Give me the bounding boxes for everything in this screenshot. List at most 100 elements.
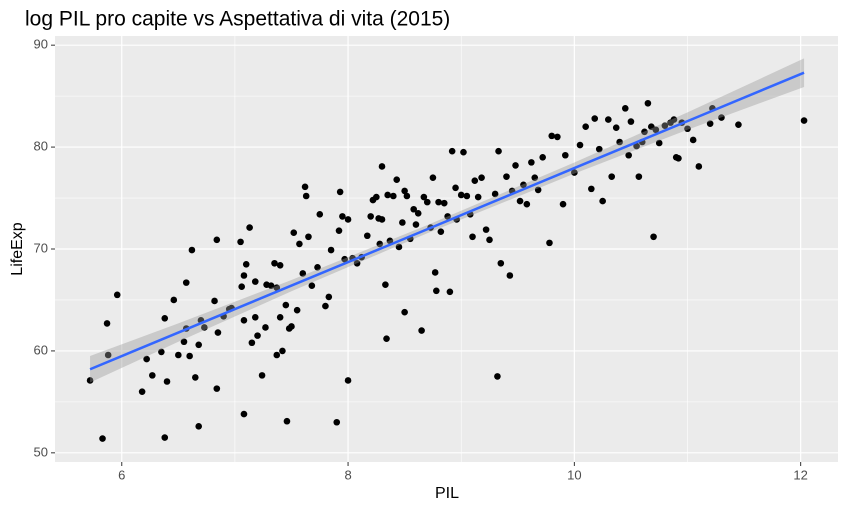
data-point (288, 323, 295, 330)
data-point (523, 200, 531, 208)
data-point (403, 192, 411, 200)
data-point (534, 186, 542, 194)
data-point (182, 279, 190, 286)
data-point (248, 339, 256, 347)
data-point (418, 327, 425, 334)
data-point (316, 211, 324, 218)
data-point (113, 291, 121, 299)
data-point (616, 138, 623, 146)
data-point (410, 205, 417, 213)
data-point (314, 264, 321, 271)
data-point (296, 240, 303, 248)
data-point (262, 324, 269, 331)
data-point (633, 142, 640, 150)
data-point (325, 293, 333, 301)
data-point (457, 191, 465, 199)
data-point (367, 213, 374, 220)
data-point (240, 272, 248, 279)
data-point (695, 163, 703, 170)
data-point (161, 434, 169, 441)
data-point (420, 193, 428, 201)
data-point (670, 116, 678, 123)
x-tick-label: 8 (344, 467, 351, 482)
data-point (333, 418, 341, 426)
data-point (353, 259, 361, 267)
data-point (641, 128, 648, 136)
data-point (531, 174, 539, 181)
data-point (237, 238, 244, 246)
data-point (335, 227, 343, 234)
data-point (384, 191, 391, 199)
x-tick-label: 6 (118, 467, 125, 482)
data-point (495, 147, 502, 155)
data-point (546, 239, 553, 247)
data-point (99, 435, 106, 442)
data-point (158, 348, 165, 356)
x-axis-title: PIL (435, 485, 459, 502)
data-point (437, 228, 445, 235)
chart-title: log PIL pro capite vs Aspettativa di vit… (25, 8, 450, 31)
data-point (582, 123, 589, 131)
data-point (562, 151, 569, 159)
x-tick-label: 12 (793, 467, 807, 482)
data-point (363, 232, 371, 240)
data-point (571, 169, 578, 176)
data-point (684, 125, 691, 133)
data-point (336, 188, 344, 196)
data-point (163, 378, 171, 385)
data-point (251, 313, 259, 321)
data-point (675, 154, 682, 162)
data-point (661, 122, 669, 129)
data-point (211, 297, 218, 305)
data-point (486, 236, 493, 244)
data-point (305, 233, 312, 241)
data-point (339, 213, 346, 220)
data-point (431, 269, 439, 276)
y-axis-title: LifeExp (9, 222, 26, 275)
data-point (302, 192, 310, 200)
data-point (621, 105, 629, 112)
data-point (175, 351, 182, 359)
data-point (344, 377, 352, 384)
data-point (474, 193, 482, 201)
data-point (383, 335, 390, 342)
data-point (460, 148, 467, 156)
data-point (283, 417, 291, 425)
data-point (548, 132, 556, 140)
data-point (506, 272, 514, 279)
data-point (735, 121, 742, 128)
y-tick-label: 60 (34, 342, 48, 357)
data-point (718, 114, 725, 121)
data-point (290, 229, 298, 236)
data-point (655, 139, 663, 147)
data-point (192, 374, 199, 381)
data-point (104, 351, 112, 359)
data-point (412, 221, 420, 228)
data-point (149, 372, 156, 379)
data-point (238, 283, 245, 291)
y-tick-label: 70 (34, 240, 48, 255)
data-point (448, 147, 456, 155)
data-point (446, 288, 454, 296)
data-point (213, 385, 221, 392)
data-point (599, 197, 606, 205)
data-point (494, 373, 501, 380)
data-point (440, 199, 448, 207)
data-point (452, 184, 459, 192)
data-point (390, 192, 397, 200)
data-point (86, 377, 94, 384)
data-point (143, 355, 150, 363)
data-point (469, 233, 476, 241)
data-point (503, 173, 510, 180)
data-point (482, 226, 490, 233)
data-point (491, 190, 499, 198)
data-point (625, 151, 632, 159)
data-point (201, 324, 208, 331)
data-point (378, 163, 386, 170)
data-point (644, 99, 652, 107)
data-point (276, 313, 284, 321)
data-point (576, 141, 584, 149)
data-point (188, 246, 196, 254)
data-point (276, 262, 284, 269)
data-point (273, 284, 281, 292)
